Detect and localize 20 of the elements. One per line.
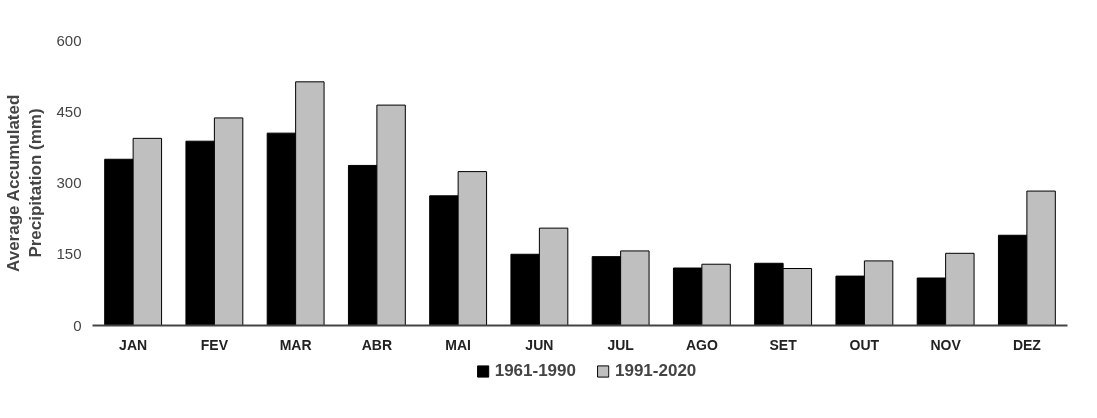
x-tick-label: OUT (849, 336, 880, 353)
legend-label: 1961-1990 (494, 361, 576, 381)
x-tick-label: MAI (445, 336, 471, 353)
legend-label: 1991-2020 (615, 361, 697, 381)
y-tick-label: 450 (56, 102, 82, 120)
y-tick-label: 600 (56, 31, 82, 49)
x-tick-label: MAR (279, 336, 312, 353)
y-tick-label: 150 (56, 245, 82, 263)
x-tick-label: NOV (930, 336, 962, 353)
x-tick-label: JUN (525, 336, 554, 353)
x-tick-label: JUL (607, 336, 635, 353)
x-tick-label: JAN (119, 336, 148, 353)
x-tick-label: FEV (200, 336, 229, 353)
x-tick-label: SET (769, 336, 798, 353)
x-tick-label: ABR (361, 336, 393, 353)
x-tick-label: AGO (685, 336, 718, 353)
y-axis-title: Average Accumulated Precipitation (mm) (3, 94, 46, 272)
x-tick-label: DEZ (1012, 336, 1042, 353)
y-tick-label: 300 (56, 174, 82, 191)
y-tick-label: 0 (73, 316, 82, 334)
